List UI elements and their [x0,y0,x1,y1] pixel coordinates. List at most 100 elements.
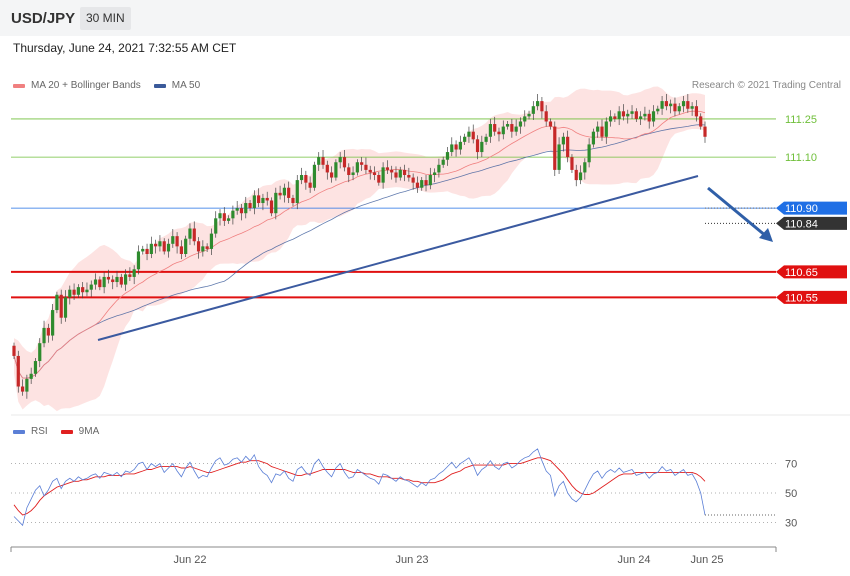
candle-body [475,139,480,153]
candle-body [510,124,514,132]
candle-body [192,228,196,242]
ma50-swatch [153,83,166,88]
candle-body [381,167,385,183]
candle-body [630,111,634,114]
candle-body [454,144,458,150]
candle-body [686,101,690,109]
candle-body [269,200,274,214]
candle-body [501,126,505,135]
candle-body [557,144,561,170]
candle-body [338,157,342,163]
candle-body [201,246,205,252]
candle-body [527,113,531,117]
ma20-swatch [13,83,25,88]
candle-body [497,131,501,135]
candle-body [548,121,553,127]
candle-body [149,243,153,254]
candle-body [291,197,295,204]
timeframe-badge[interactable]: 30 MIN [80,7,131,30]
candle-body [673,103,677,112]
chart-header: USD/JPY 30 MIN [0,0,850,36]
candle-body [368,169,372,173]
candle-body [196,241,201,252]
candle-body [699,116,703,127]
candle-body [604,121,608,137]
candle-body [600,126,604,137]
rsi-level-label-50: 50 [785,488,797,500]
x-tick-label: Jun 23 [395,554,428,566]
candle-body [377,175,381,183]
candle-body [355,162,359,173]
candle-body [257,195,261,204]
candle-body [136,251,141,270]
candle-body [433,172,437,175]
x-tick-label: Jun 22 [173,554,206,566]
rsi-legend: RSI 9MA [13,426,99,437]
candle-body [437,164,441,173]
candle-body [214,218,218,234]
candle-body [467,131,471,137]
candle-body [617,111,621,119]
x-tick-label: Jun 24 [617,554,650,566]
level-label-110.90: 110.90 [785,203,818,215]
candle-body [20,386,25,392]
candle-body [587,144,591,163]
candle-body [166,243,171,252]
candle-body [493,124,497,132]
candle-body [282,187,286,196]
candle-body [677,106,681,112]
candle-body [59,294,63,318]
candle-body [471,131,475,140]
candle-body [81,287,85,293]
level-label-110.65: 110.65 [785,267,818,279]
candle-body [244,203,248,214]
candle-body [274,192,278,214]
candle-body [248,203,252,209]
candle-body [656,108,660,112]
candle-body [574,169,578,181]
candle-body [299,175,304,181]
candle-body [317,157,321,165]
candle-body [278,192,282,196]
rsi-swatch [13,429,25,434]
candle-body [231,210,235,219]
candle-body [252,195,256,209]
ma20-line [13,110,706,379]
candle-body [162,241,166,252]
candle-body [132,269,136,277]
candle-body [115,276,119,283]
candle-body [364,164,368,170]
candle-body [613,116,617,119]
candle-body [664,101,668,107]
candle-body [372,172,377,175]
candle-body [643,113,647,117]
candle-body [536,101,540,107]
candle-body [239,208,244,214]
candle-body [445,152,450,160]
candle-body [583,162,587,173]
candle-body [566,136,570,158]
candle-body [98,279,102,288]
candle-body [171,236,175,244]
candle-body [141,248,145,252]
level-label-111.25: 111.25 [785,114,817,126]
candle-body [342,157,347,168]
copyright-text: Research © 2021 Trading Central [691,80,841,91]
candle-body [681,101,686,107]
candle-body [85,289,89,293]
candle-body [608,116,613,122]
candle-body [76,287,80,295]
rsi-panel: 70 50 30 [11,414,850,529]
candle-body [235,208,239,211]
candle-body [420,180,424,188]
projection-arrow-head [759,228,773,242]
level-label-111.10: 111.10 [785,152,817,164]
candle-body [158,241,162,247]
ma20-legend-label: MA 20 + Bollinger Bands [31,80,141,91]
level-tag-110.65 [776,265,847,279]
candle-body [428,175,432,186]
candle-body [295,180,299,204]
candle-body [184,238,188,254]
candle-body [123,274,128,285]
